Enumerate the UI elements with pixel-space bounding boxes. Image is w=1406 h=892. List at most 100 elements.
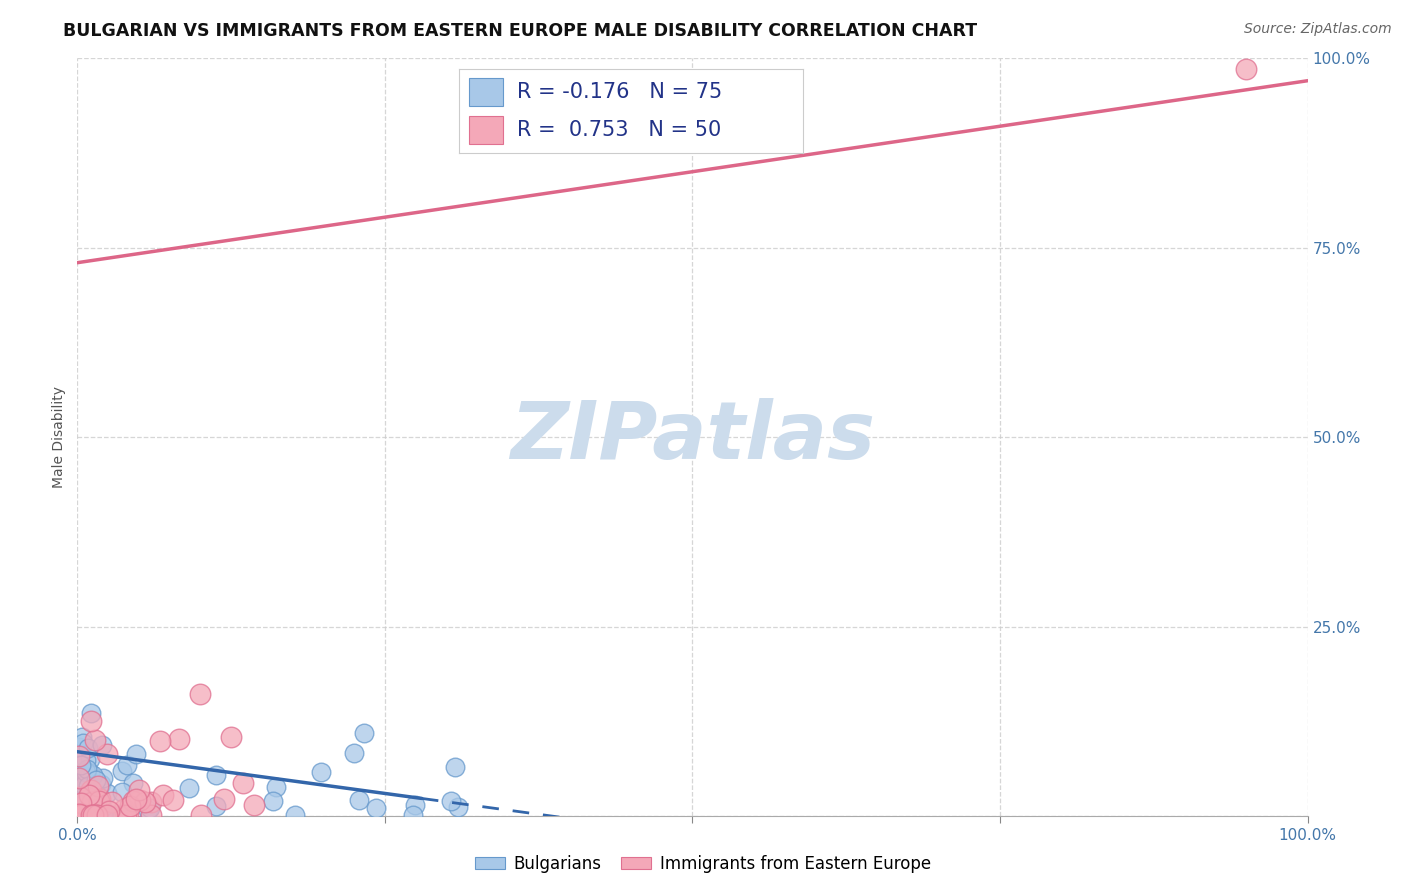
Point	[128, 783, 150, 797]
Text: BULGARIAN VS IMMIGRANTS FROM EASTERN EUROPE MALE DISABILITY CORRELATION CHART: BULGARIAN VS IMMIGRANTS FROM EASTERN EUR…	[63, 22, 977, 40]
Point	[110, 785, 132, 799]
Point	[79, 808, 101, 822]
Point	[67, 771, 90, 785]
Point	[110, 808, 132, 822]
Point	[112, 802, 135, 816]
Point	[84, 772, 107, 787]
Point	[80, 795, 103, 809]
Point	[364, 801, 387, 815]
Point	[115, 758, 138, 772]
Point	[89, 791, 111, 805]
Point	[404, 797, 426, 812]
Point	[96, 747, 118, 762]
Point	[96, 786, 118, 800]
Point	[83, 733, 105, 747]
Point	[80, 808, 103, 822]
Point	[167, 731, 190, 746]
Point	[205, 798, 228, 813]
Point	[162, 793, 184, 807]
Point	[67, 739, 90, 754]
Point	[139, 800, 162, 814]
Point	[87, 806, 110, 821]
Point	[86, 788, 108, 802]
Point	[125, 747, 148, 761]
Point	[87, 779, 110, 793]
Point	[87, 781, 110, 796]
Point	[69, 801, 91, 815]
Point	[443, 760, 465, 774]
Point	[80, 706, 103, 721]
Point	[93, 808, 115, 822]
Point	[69, 789, 91, 804]
Point	[79, 752, 101, 766]
Point	[70, 730, 93, 744]
Point	[67, 807, 90, 822]
Point	[72, 764, 94, 779]
Point	[75, 753, 97, 767]
Point	[141, 795, 163, 809]
Point	[80, 714, 103, 728]
Point	[82, 768, 104, 782]
Point	[67, 808, 90, 822]
Point	[117, 808, 139, 822]
Point	[134, 795, 156, 809]
Point	[118, 799, 141, 814]
Point	[75, 792, 97, 806]
Point	[73, 778, 96, 792]
Point	[76, 808, 98, 822]
Point	[401, 808, 423, 822]
Point	[284, 808, 307, 822]
Point	[84, 808, 107, 822]
Point	[86, 808, 108, 822]
Point	[190, 808, 212, 822]
Point	[82, 808, 104, 822]
Point	[98, 804, 121, 818]
Point	[67, 808, 90, 822]
Point	[80, 802, 103, 816]
Point	[440, 794, 463, 808]
Point	[75, 765, 97, 780]
Point	[125, 792, 148, 806]
Point	[232, 775, 254, 789]
Point	[75, 769, 97, 783]
Point	[79, 788, 101, 802]
Text: Source: ZipAtlas.com: Source: ZipAtlas.com	[1244, 22, 1392, 37]
Point	[70, 772, 93, 787]
Point	[90, 797, 112, 811]
Point	[77, 804, 100, 818]
Point	[243, 797, 266, 812]
Point	[91, 738, 114, 752]
Point	[343, 746, 366, 760]
Point	[80, 800, 103, 814]
Point	[115, 808, 138, 822]
Point	[219, 730, 242, 744]
Point	[152, 788, 174, 802]
Point	[96, 808, 118, 822]
Point	[177, 780, 200, 795]
Point	[447, 800, 470, 814]
Point	[347, 793, 370, 807]
Point	[70, 793, 93, 807]
Point	[262, 794, 284, 808]
Point	[70, 757, 93, 772]
Point	[264, 780, 287, 795]
Point	[188, 687, 211, 701]
Point	[205, 768, 228, 782]
Point	[67, 807, 90, 822]
Point	[122, 794, 145, 808]
Point	[353, 725, 375, 739]
Point	[76, 808, 98, 822]
Point	[136, 803, 159, 817]
Point	[72, 782, 94, 797]
Point	[94, 808, 117, 822]
Point	[1234, 62, 1257, 77]
Point	[77, 805, 100, 820]
Point	[91, 801, 114, 815]
Point	[69, 796, 91, 810]
Point	[77, 740, 100, 755]
Point	[67, 789, 90, 803]
Point	[72, 736, 94, 750]
Point	[79, 786, 101, 800]
Legend: Bulgarians, Immigrants from Eastern Europe: Bulgarians, Immigrants from Eastern Euro…	[468, 848, 938, 880]
Point	[110, 808, 132, 822]
